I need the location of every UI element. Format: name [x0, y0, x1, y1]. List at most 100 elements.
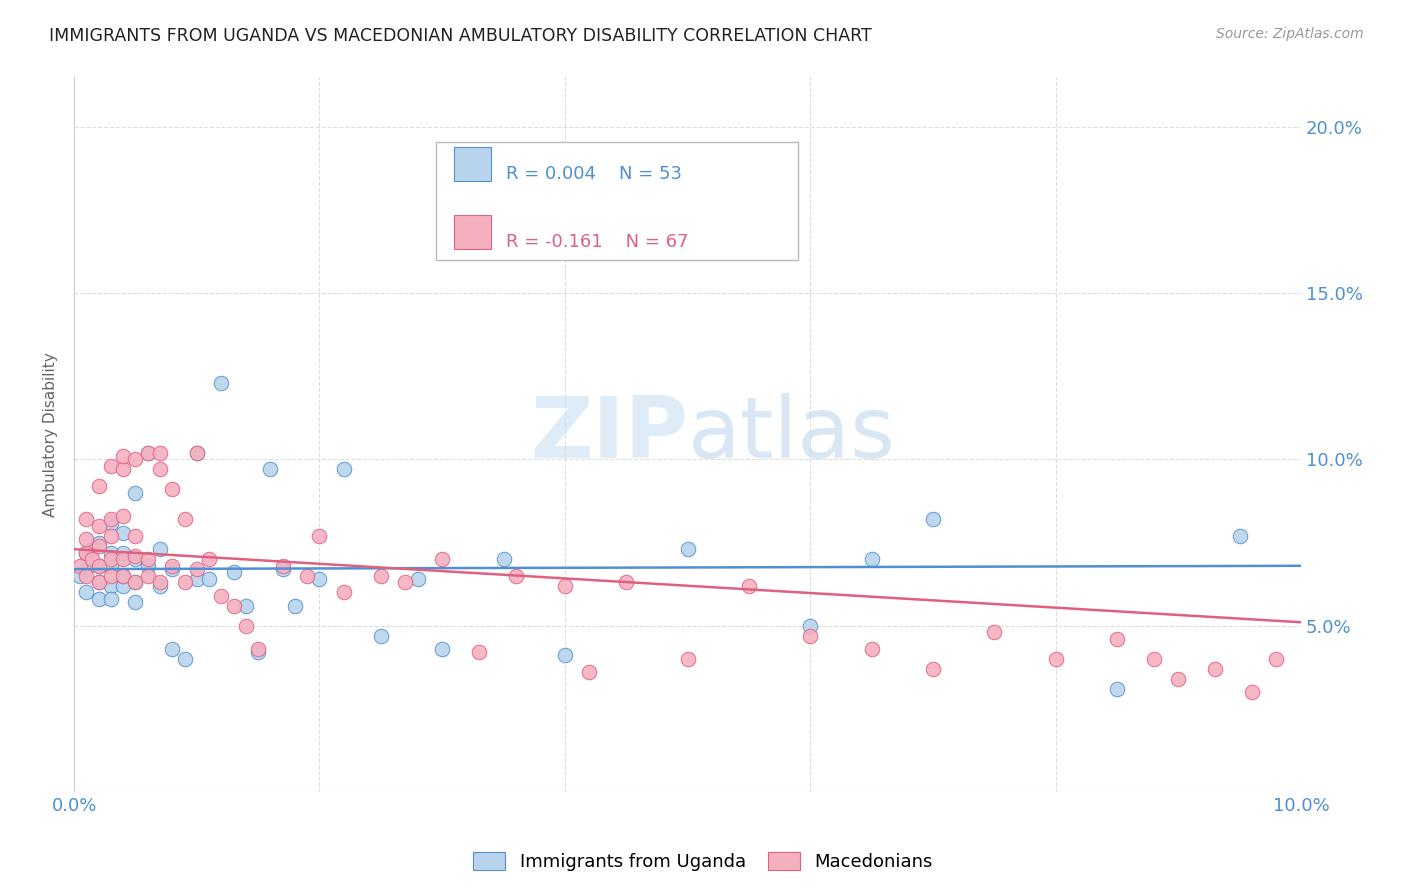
Point: [100, 558, 122, 573]
FancyBboxPatch shape: [436, 142, 799, 260]
Point: [149, 542, 172, 557]
Point: [860, 552, 883, 566]
Point: [112, 579, 135, 593]
Point: [394, 575, 416, 590]
Point: [222, 599, 245, 613]
Point: [983, 625, 1005, 640]
Point: [124, 575, 146, 590]
Point: [799, 629, 821, 643]
Point: [136, 446, 159, 460]
Point: [87, 575, 110, 590]
Point: [295, 568, 318, 582]
Point: [100, 545, 122, 559]
Point: [247, 645, 270, 659]
Point: [149, 462, 172, 476]
Text: atlas: atlas: [688, 393, 896, 476]
Point: [578, 665, 600, 679]
Point: [222, 566, 245, 580]
Point: [603, 227, 626, 241]
Point: [149, 575, 172, 590]
Point: [554, 648, 576, 663]
Text: IMMIGRANTS FROM UGANDA VS MACEDONIAN AMBULATORY DISABILITY CORRELATION CHART: IMMIGRANTS FROM UGANDA VS MACEDONIAN AMB…: [49, 27, 872, 45]
Point: [75, 562, 97, 576]
Point: [136, 558, 159, 573]
Point: [75, 512, 97, 526]
Point: [149, 446, 172, 460]
Text: R = 0.004    N = 53: R = 0.004 N = 53: [506, 165, 682, 183]
Point: [149, 579, 172, 593]
Text: Source: ZipAtlas.com: Source: ZipAtlas.com: [1216, 27, 1364, 41]
Point: [492, 552, 515, 566]
Point: [75, 533, 97, 547]
Point: [173, 652, 195, 666]
Point: [1045, 652, 1067, 666]
Point: [430, 641, 453, 656]
Point: [124, 529, 146, 543]
Point: [69, 568, 91, 582]
Point: [173, 512, 195, 526]
Point: [112, 508, 135, 523]
Point: [112, 545, 135, 559]
Point: [87, 519, 110, 533]
Point: [333, 462, 356, 476]
Point: [198, 552, 221, 566]
Point: [162, 641, 184, 656]
Point: [1105, 681, 1128, 696]
Point: [1143, 652, 1166, 666]
Point: [82, 542, 104, 557]
Point: [87, 575, 110, 590]
Point: [87, 539, 110, 553]
Point: [284, 599, 307, 613]
Y-axis label: Ambulatory Disability: Ambulatory Disability: [44, 352, 58, 517]
Point: [162, 562, 184, 576]
Point: [124, 485, 146, 500]
Point: [100, 568, 122, 582]
Point: [69, 558, 91, 573]
Point: [247, 641, 270, 656]
Point: [308, 572, 330, 586]
Point: [738, 579, 761, 593]
Point: [100, 516, 122, 530]
Point: [554, 579, 576, 593]
Point: [124, 552, 146, 566]
Point: [505, 568, 527, 582]
Point: [136, 568, 159, 582]
Point: [860, 641, 883, 656]
FancyBboxPatch shape: [454, 146, 491, 181]
Point: [922, 512, 945, 526]
Point: [308, 529, 330, 543]
Point: [87, 479, 110, 493]
Point: [235, 618, 257, 632]
Point: [124, 575, 146, 590]
Point: [87, 558, 110, 573]
Point: [186, 446, 208, 460]
Point: [82, 552, 104, 566]
Point: [112, 552, 135, 566]
Point: [75, 585, 97, 599]
Point: [1229, 529, 1251, 543]
Point: [87, 558, 110, 573]
Point: [75, 545, 97, 559]
Point: [1204, 662, 1226, 676]
Point: [87, 592, 110, 607]
Point: [112, 449, 135, 463]
Point: [100, 512, 122, 526]
Point: [468, 645, 491, 659]
Point: [370, 629, 392, 643]
Point: [1265, 652, 1288, 666]
FancyBboxPatch shape: [454, 215, 491, 249]
Point: [112, 568, 135, 582]
Point: [1105, 632, 1128, 646]
Point: [430, 552, 453, 566]
Point: [370, 568, 392, 582]
Point: [614, 575, 637, 590]
Point: [186, 572, 208, 586]
Point: [100, 592, 122, 607]
Point: [162, 483, 184, 497]
Point: [112, 462, 135, 476]
Point: [100, 579, 122, 593]
Point: [209, 589, 232, 603]
Point: [271, 562, 294, 576]
Point: [100, 552, 122, 566]
Point: [75, 568, 97, 582]
